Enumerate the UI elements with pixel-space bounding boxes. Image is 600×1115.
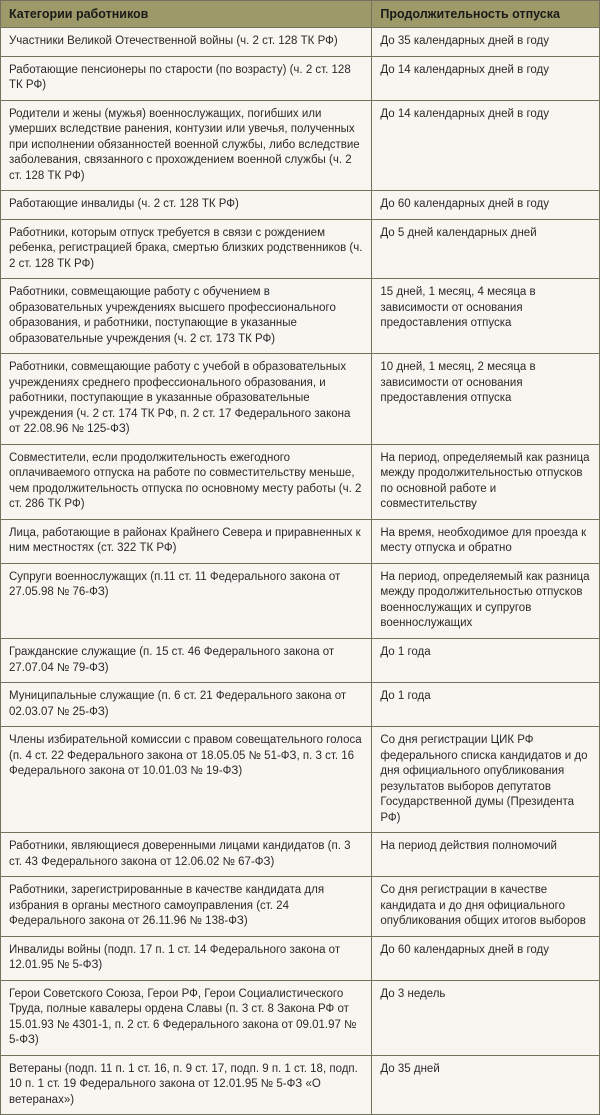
cell-category: Лица, работающие в районах Крайнего Севе… bbox=[1, 519, 372, 563]
cell-category: Работники, совмещающие работу с обучение… bbox=[1, 279, 372, 354]
table-row: Работники, совмещающие работу с обучение… bbox=[1, 279, 600, 354]
table-row: Муниципальные служащие (п. 6 ст. 21 Феде… bbox=[1, 683, 600, 727]
table-row: Герои Советского Союза, Герои РФ, Герои … bbox=[1, 980, 600, 1055]
cell-duration: До 60 календарных дней в году bbox=[372, 191, 600, 220]
cell-category: Супруги военнослужащих (п.11 ст. 11 Феде… bbox=[1, 563, 372, 638]
table-row: Работающие пенсионеры по старости (по во… bbox=[1, 56, 600, 100]
cell-duration: 15 дней, 1 месяц, 4 месяца в зависимости… bbox=[372, 279, 600, 354]
cell-duration: Со дня регистрации ЦИК РФ федерального с… bbox=[372, 727, 600, 833]
header-category: Категории работников bbox=[1, 1, 372, 28]
cell-duration: До 35 календарных дней в году bbox=[372, 28, 600, 57]
cell-category: Работники, являющиеся доверенными лицами… bbox=[1, 833, 372, 877]
table-row: Работники, зарегистрированные в качестве… bbox=[1, 877, 600, 937]
cell-category: Участники Великой Отечественной войны (ч… bbox=[1, 28, 372, 57]
cell-category: Родители и жены (мужья) военнослужащих, … bbox=[1, 100, 372, 191]
cell-category: Инвалиды войны (подп. 17 п. 1 ст. 14 Фед… bbox=[1, 936, 372, 980]
cell-category: Гражданские служащие (п. 15 ст. 46 Федер… bbox=[1, 638, 372, 682]
cell-duration: На время, необходимое для проезда к мест… bbox=[372, 519, 600, 563]
cell-duration: До 3 недель bbox=[372, 980, 600, 1055]
cell-duration: На период, определяемый как разница межд… bbox=[372, 444, 600, 519]
table-row: Члены избирательной комиссии с правом со… bbox=[1, 727, 600, 833]
cell-category: Работники, совмещающие работу с учебой в… bbox=[1, 354, 372, 445]
table-header-row: Категории работников Продолжительность о… bbox=[1, 1, 600, 28]
cell-category: Члены избирательной комиссии с правом со… bbox=[1, 727, 372, 833]
table-row: Работники, совмещающие работу с учебой в… bbox=[1, 354, 600, 445]
table-row: Совместители, если продолжительность еже… bbox=[1, 444, 600, 519]
cell-duration: До 14 календарных дней в году bbox=[372, 100, 600, 191]
cell-duration: На период, определяемый как разница межд… bbox=[372, 563, 600, 638]
cell-duration: 10 дней, 1 месяц, 2 месяца в зависимости… bbox=[372, 354, 600, 445]
cell-duration: На период действия полномочий bbox=[372, 833, 600, 877]
cell-category: Совместители, если продолжительность еже… bbox=[1, 444, 372, 519]
cell-category: Герои Советского Союза, Герои РФ, Герои … bbox=[1, 980, 372, 1055]
cell-category: Ветераны (подп. 11 п. 1 ст. 16, п. 9 ст.… bbox=[1, 1055, 372, 1115]
table-row: Инвалиды войны (подп. 17 п. 1 ст. 14 Фед… bbox=[1, 936, 600, 980]
cell-category: Муниципальные служащие (п. 6 ст. 21 Феде… bbox=[1, 683, 372, 727]
table-row: Работники, которым отпуск требуется в св… bbox=[1, 219, 600, 279]
table-row: Супруги военнослужащих (п.11 ст. 11 Феде… bbox=[1, 563, 600, 638]
table-row: Работники, являющиеся доверенными лицами… bbox=[1, 833, 600, 877]
cell-duration: До 14 календарных дней в году bbox=[372, 56, 600, 100]
cell-category: Работники, которым отпуск требуется в св… bbox=[1, 219, 372, 279]
table-row: Участники Великой Отечественной войны (ч… bbox=[1, 28, 600, 57]
cell-duration: До 35 дней bbox=[372, 1055, 600, 1115]
table-row: Работающие инвалиды (ч. 2 ст. 128 ТК РФ)… bbox=[1, 191, 600, 220]
table-row: Ветераны (подп. 11 п. 1 ст. 16, п. 9 ст.… bbox=[1, 1055, 600, 1115]
cell-duration: До 1 года bbox=[372, 683, 600, 727]
cell-category: Работающие пенсионеры по старости (по во… bbox=[1, 56, 372, 100]
table-row: Родители и жены (мужья) военнослужащих, … bbox=[1, 100, 600, 191]
cell-category: Работники, зарегистрированные в качестве… bbox=[1, 877, 372, 937]
cell-category: Работающие инвалиды (ч. 2 ст. 128 ТК РФ) bbox=[1, 191, 372, 220]
cell-duration: До 5 дней календарных дней bbox=[372, 219, 600, 279]
cell-duration: Со дня регистрации в качестве кандидата … bbox=[372, 877, 600, 937]
leave-categories-table: Категории работников Продолжительность о… bbox=[0, 0, 600, 1115]
cell-duration: До 1 года bbox=[372, 638, 600, 682]
header-duration: Продолжительность отпуска bbox=[372, 1, 600, 28]
table-row: Лица, работающие в районах Крайнего Севе… bbox=[1, 519, 600, 563]
table-row: Гражданские служащие (п. 15 ст. 46 Федер… bbox=[1, 638, 600, 682]
cell-duration: До 60 календарных дней в году bbox=[372, 936, 600, 980]
